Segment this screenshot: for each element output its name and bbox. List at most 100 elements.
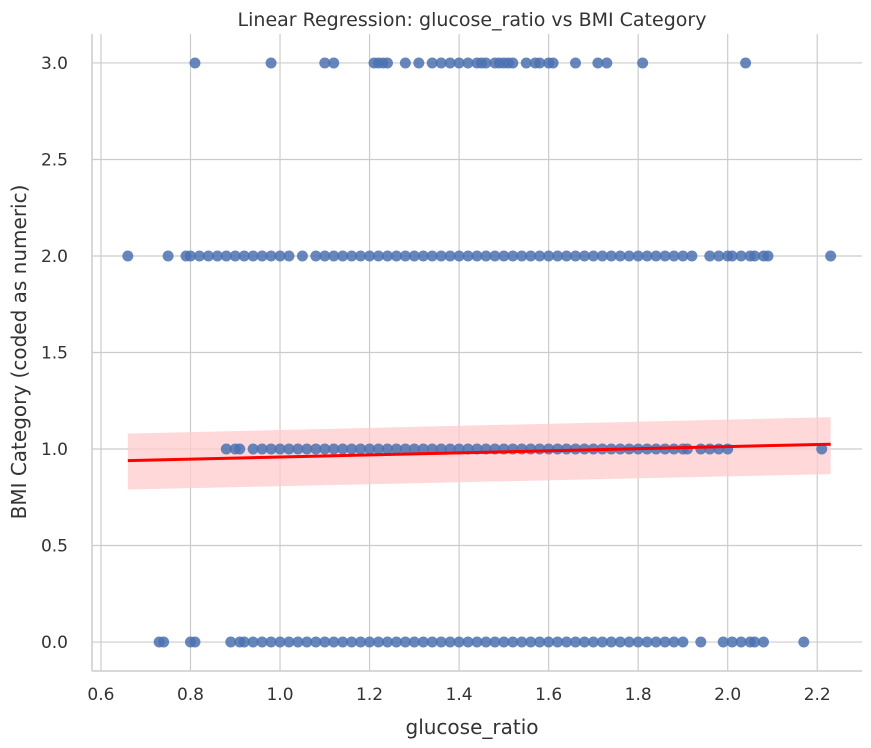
data-point xyxy=(364,250,376,262)
data-point xyxy=(525,250,537,262)
data-point xyxy=(274,250,286,262)
data-point xyxy=(189,57,201,69)
data-point xyxy=(122,250,134,262)
data-point xyxy=(390,636,402,648)
data-point xyxy=(507,636,519,648)
y-tick-label: 1.5 xyxy=(41,344,68,364)
data-point xyxy=(686,250,698,262)
y-tick-label: 0.5 xyxy=(41,537,68,557)
data-point xyxy=(489,636,501,648)
data-point xyxy=(489,250,501,262)
data-point xyxy=(668,250,680,262)
x-axis-label: glucose_ratio xyxy=(406,715,539,739)
y-tick-label: 1.0 xyxy=(41,440,68,460)
data-point xyxy=(632,250,644,262)
data-point xyxy=(480,57,492,69)
data-point xyxy=(444,57,456,69)
data-point xyxy=(426,443,438,455)
data-point xyxy=(283,250,295,262)
data-point xyxy=(507,57,519,69)
data-point xyxy=(471,636,483,648)
data-point xyxy=(498,636,510,648)
data-point xyxy=(659,636,671,648)
data-point xyxy=(189,636,201,648)
grid xyxy=(92,34,862,671)
data-point xyxy=(516,636,528,648)
data-point xyxy=(283,636,295,648)
data-point xyxy=(310,250,322,262)
data-point xyxy=(211,250,223,262)
data-point xyxy=(758,636,770,648)
data-point xyxy=(319,250,331,262)
data-point xyxy=(726,636,738,648)
data-point xyxy=(561,636,573,648)
data-point xyxy=(373,636,385,648)
data-point xyxy=(444,636,456,648)
data-point xyxy=(408,443,420,455)
data-point xyxy=(234,443,246,455)
data-point xyxy=(695,636,707,648)
data-point xyxy=(735,250,747,262)
data-point xyxy=(225,636,237,648)
data-point xyxy=(373,443,385,455)
data-point xyxy=(328,636,340,648)
y-tick-label: 0.0 xyxy=(41,633,68,653)
data-point xyxy=(704,250,716,262)
data-point xyxy=(453,57,465,69)
y-tick-label: 3.0 xyxy=(41,54,68,74)
data-point xyxy=(310,636,322,648)
data-point xyxy=(740,57,752,69)
x-tick-label: 1.0 xyxy=(266,685,293,705)
data-point xyxy=(417,443,429,455)
data-point xyxy=(552,250,564,262)
data-point xyxy=(274,636,286,648)
data-point xyxy=(229,250,241,262)
data-point xyxy=(552,636,564,648)
data-point xyxy=(265,57,277,69)
data-point xyxy=(408,636,420,648)
data-point xyxy=(408,250,420,262)
data-point xyxy=(390,250,402,262)
data-point xyxy=(417,250,429,262)
data-point xyxy=(337,636,349,648)
regression-line xyxy=(127,442,831,463)
data-point xyxy=(426,636,438,648)
data-point xyxy=(328,250,340,262)
data-point xyxy=(641,250,653,262)
data-point xyxy=(296,250,308,262)
data-point xyxy=(726,250,738,262)
data-point xyxy=(337,250,349,262)
data-point xyxy=(749,636,761,648)
x-tick-label: 1.8 xyxy=(625,685,652,705)
data-point xyxy=(592,57,604,69)
data-point xyxy=(569,57,581,69)
data-point xyxy=(265,250,277,262)
data-point xyxy=(390,443,402,455)
data-point xyxy=(516,250,528,262)
data-point xyxy=(596,636,608,648)
data-point xyxy=(713,250,725,262)
data-point xyxy=(762,250,774,262)
data-point xyxy=(637,57,649,69)
data-point xyxy=(507,250,519,262)
x-tick-label: 0.6 xyxy=(87,685,114,705)
data-point xyxy=(435,250,447,262)
data-point xyxy=(749,250,761,262)
data-point xyxy=(346,636,358,648)
data-point xyxy=(364,443,376,455)
x-tick-label: 1.6 xyxy=(535,685,562,705)
data-point xyxy=(381,636,393,648)
data-point xyxy=(605,636,617,648)
data-point xyxy=(238,636,250,648)
data-point xyxy=(364,636,376,648)
data-point xyxy=(265,443,277,455)
data-point xyxy=(569,250,581,262)
data-point xyxy=(399,250,411,262)
data-point xyxy=(578,250,590,262)
data-point xyxy=(413,57,425,69)
data-point xyxy=(319,443,331,455)
data-point xyxy=(373,250,385,262)
data-point xyxy=(543,636,555,648)
data-point xyxy=(256,636,268,648)
